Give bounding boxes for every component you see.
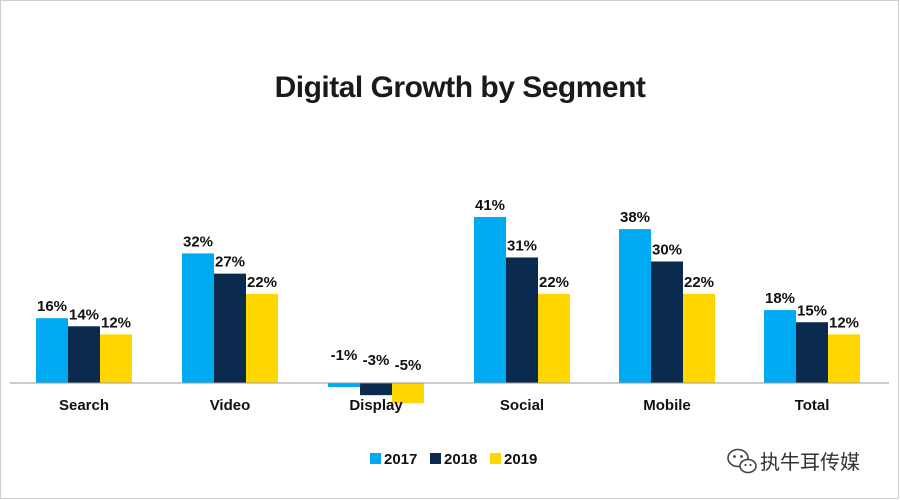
bar-display-2017 (328, 383, 360, 388)
wechat-icon (727, 448, 757, 474)
value-label-video-2018: 27% (215, 254, 245, 271)
value-label-display-2017: -1% (331, 347, 358, 364)
category-label-mobile: Mobile (643, 397, 691, 414)
bar-display-2019 (392, 383, 424, 404)
bar-total-2017 (764, 310, 796, 383)
category-label-social: Social (500, 397, 544, 414)
value-label-mobile-2018: 30% (652, 242, 682, 259)
bar-social-2018 (506, 257, 538, 383)
value-label-display-2019: -5% (395, 357, 422, 374)
value-label-total-2018: 15% (797, 302, 827, 319)
bar-social-2019 (538, 293, 570, 383)
chart-title: Digital Growth by Segment (275, 71, 646, 104)
legend-label-2019: 2019 (504, 451, 537, 468)
legend-swatch-2017 (370, 453, 381, 464)
bar-video-2019 (246, 293, 278, 383)
bar-video-2018 (214, 273, 246, 383)
value-label-social-2017: 41% (475, 197, 505, 214)
value-label-video-2017: 32% (183, 233, 213, 250)
category-label-video: Video (210, 397, 251, 414)
value-label-mobile-2017: 38% (620, 209, 650, 226)
value-label-total-2019: 12% (829, 314, 859, 331)
bars-layer (36, 216, 860, 404)
category-labels-layer: Search Video Display Social Mobile Total (59, 397, 829, 414)
bar-mobile-2019 (683, 293, 715, 383)
bar-mobile-2018 (651, 261, 683, 383)
value-label-video-2019: 22% (247, 274, 277, 291)
category-label-display: Display (349, 397, 403, 414)
legend-swatch-2019 (490, 453, 501, 464)
bar-total-2018 (796, 322, 828, 383)
legend-label-2017: 2017 (384, 451, 417, 468)
watermark-text: 执牛耳传媒 (760, 450, 860, 474)
bar-search-2018 (68, 326, 100, 383)
bar-display-2018 (360, 383, 392, 396)
legend-label-2018: 2018 (444, 451, 477, 468)
legend-swatch-2018 (430, 453, 441, 464)
value-label-search-2018: 14% (69, 306, 99, 323)
value-label-mobile-2019: 22% (684, 274, 714, 291)
watermark: 执牛耳传媒 (727, 448, 860, 474)
value-label-display-2018: -3% (363, 352, 390, 369)
value-label-total-2017: 18% (765, 290, 795, 307)
bar-search-2019 (100, 334, 132, 383)
bar-total-2019 (828, 334, 860, 383)
value-label-search-2017: 16% (37, 298, 67, 315)
bar-search-2017 (36, 318, 68, 383)
category-label-total: Total (795, 397, 830, 414)
value-label-social-2019: 22% (539, 274, 569, 291)
bar-social-2017 (474, 216, 506, 383)
legend: 2017 2018 2019 (370, 451, 537, 468)
category-label-search: Search (59, 397, 109, 414)
bar-video-2017 (182, 253, 214, 383)
value-label-social-2018: 31% (507, 237, 537, 254)
bar-mobile-2017 (619, 229, 651, 383)
value-labels-layer: 16% 14% 12%32%27%22%-1% -3% -5%41%31%22%38%3… (37, 197, 859, 374)
value-label-search-2019: 12% (101, 314, 131, 331)
